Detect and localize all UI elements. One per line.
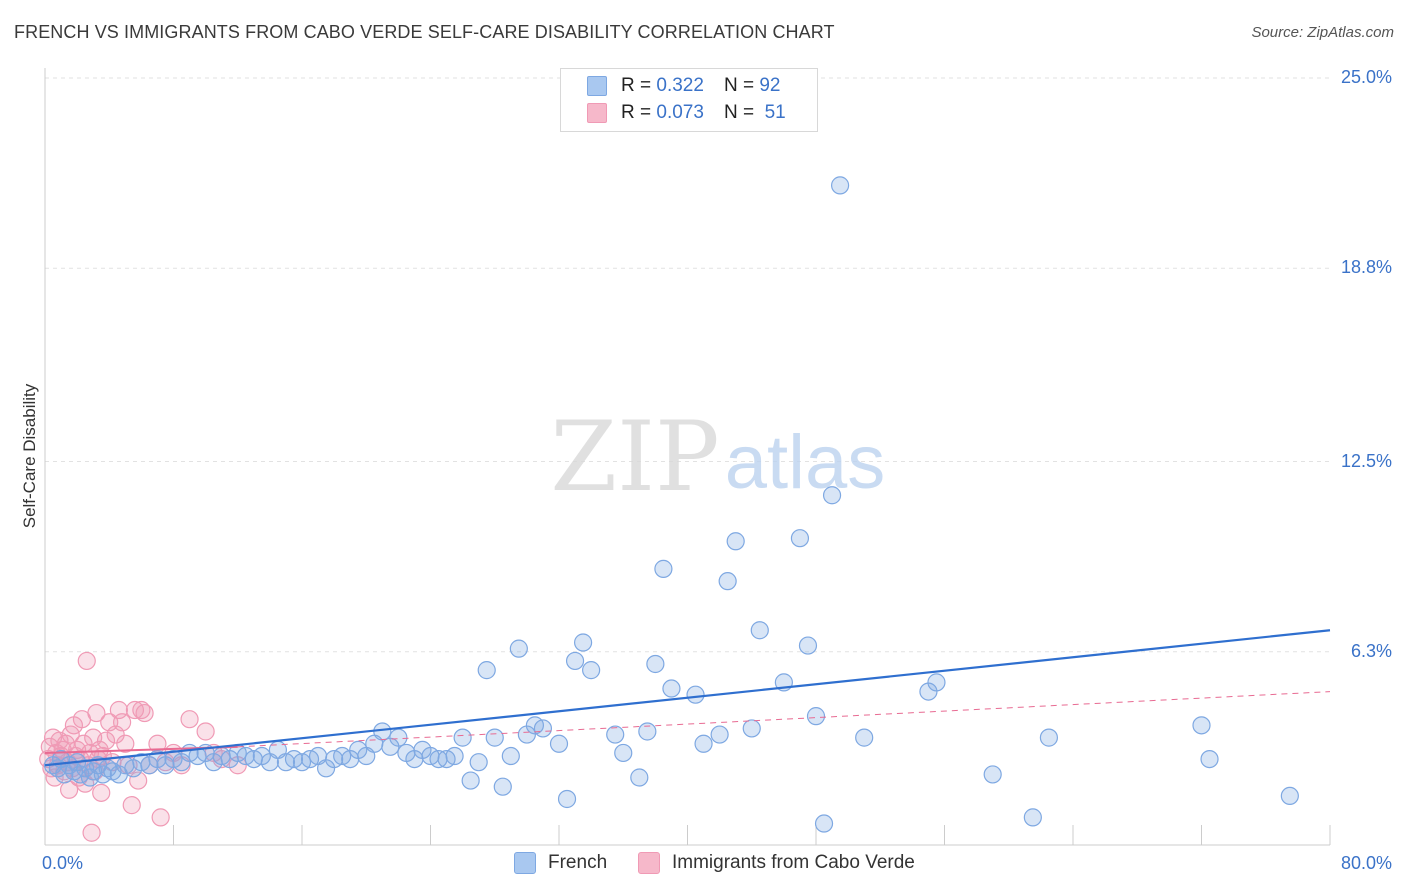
- point-french: [662, 679, 681, 698]
- correlation-legend: R = 0.322 N = 92 R = 0.073 N = 51: [560, 68, 818, 132]
- point-french: [509, 639, 528, 658]
- point-french: [477, 661, 496, 680]
- point-french: [533, 719, 553, 738]
- point-french: [630, 768, 649, 787]
- point-french: [654, 559, 673, 578]
- point-french: [98, 759, 117, 778]
- point-french: [557, 789, 577, 809]
- point-cabo-verde: [112, 713, 132, 732]
- legend-n-label: N =: [723, 75, 755, 96]
- point-cabo-verde: [92, 783, 111, 802]
- point-french: [742, 719, 761, 738]
- point-french: [822, 486, 842, 505]
- point-cabo-verde: [180, 710, 199, 729]
- point-french: [710, 725, 729, 744]
- legend-row-cabo-verde: R = 0.073 N = 51: [587, 100, 786, 126]
- point-cabo-verde: [132, 700, 151, 720]
- point-french: [919, 682, 938, 701]
- watermark-zip: ZIP: [550, 401, 719, 513]
- point-french: [445, 746, 464, 766]
- series-legend-cabo-verde[interactable]: Immigrants from Cabo Verde: [638, 852, 915, 874]
- x-tick-max: 80.0%: [1340, 853, 1392, 873]
- legend-row-french: R = 0.322 N = 92: [587, 73, 780, 99]
- point-french: [453, 728, 472, 747]
- point-french: [1200, 749, 1219, 769]
- point-cabo-verde: [77, 651, 96, 671]
- watermark-atlas: atlas: [725, 420, 886, 505]
- legend-n-value: 92: [759, 75, 781, 96]
- point-french: [694, 734, 713, 753]
- point-french: [1280, 786, 1299, 806]
- point-french: [806, 707, 826, 726]
- point-french: [855, 728, 874, 747]
- legend-swatch-cabo-verde: [587, 103, 607, 123]
- legend-r-label: R =: [621, 75, 652, 96]
- point-french: [814, 814, 834, 833]
- y-axis-label: Self-Care Disability: [20, 383, 39, 529]
- point-french: [798, 636, 818, 655]
- point-french: [646, 654, 665, 674]
- legend-n-label: N =: [723, 102, 755, 123]
- y-tick-label: 25.0%: [1340, 67, 1392, 87]
- point-french: [790, 529, 810, 548]
- point-cabo-verde: [151, 808, 170, 827]
- y-tick-label: 6.3%: [1350, 640, 1392, 661]
- point-french: [1192, 716, 1211, 735]
- legend-r-value: 0.073: [656, 102, 704, 123]
- point-french: [718, 572, 737, 591]
- point-french: [485, 728, 504, 747]
- point-french: [501, 746, 520, 766]
- series-legend: French Immigrants from Cabo Verde: [0, 852, 1406, 878]
- point-cabo-verde: [135, 703, 154, 723]
- series-label-french: French: [548, 852, 608, 873]
- point-french: [1039, 728, 1059, 747]
- point-french: [686, 685, 705, 704]
- legend-r-label: R =: [621, 102, 652, 123]
- point-french: [638, 722, 657, 741]
- legend-r-value: 0.322: [656, 75, 704, 96]
- point-cabo-verde: [116, 734, 135, 753]
- trendline-french: [44, 629, 1331, 767]
- point-french: [493, 777, 512, 796]
- series-swatch-french: [514, 852, 536, 874]
- point-french: [606, 725, 625, 744]
- point-french: [1023, 808, 1042, 827]
- point-cabo-verde: [148, 734, 167, 753]
- x-tick-min: 0.0%: [42, 853, 84, 873]
- legend-swatch-french: [587, 76, 607, 96]
- point-cabo-verde: [122, 796, 141, 815]
- point-french: [830, 176, 850, 195]
- legend-n-value: 51: [764, 102, 786, 123]
- point-french: [573, 633, 593, 652]
- point-french: [614, 743, 633, 763]
- point-french: [389, 728, 408, 747]
- y-tick-label: 18.8%: [1340, 257, 1392, 278]
- point-french: [469, 753, 488, 772]
- series-label-cabo-verde: Immigrants from Cabo Verde: [672, 852, 915, 873]
- point-french: [582, 661, 601, 680]
- source-attribution: Source: ZipAtlas.com: [1251, 24, 1394, 41]
- point-cabo-verde: [87, 703, 106, 723]
- point-french: [983, 765, 1002, 784]
- watermark: ZIP atlas: [550, 401, 885, 513]
- point-french: [750, 621, 769, 640]
- point-cabo-verde: [96, 731, 116, 750]
- point-cabo-verde: [82, 823, 101, 842]
- point-french: [461, 771, 480, 790]
- point-french: [549, 734, 569, 753]
- y-tick-label: 12.5%: [1340, 450, 1392, 471]
- series-swatch-cabo-verde: [638, 852, 660, 874]
- point-french: [726, 532, 745, 551]
- point-french: [565, 651, 585, 671]
- chart-title: FRENCH VS IMMIGRANTS FROM CABO VERDE SEL…: [14, 22, 835, 42]
- point-cabo-verde: [196, 722, 215, 741]
- series-legend-french[interactable]: French: [514, 852, 607, 874]
